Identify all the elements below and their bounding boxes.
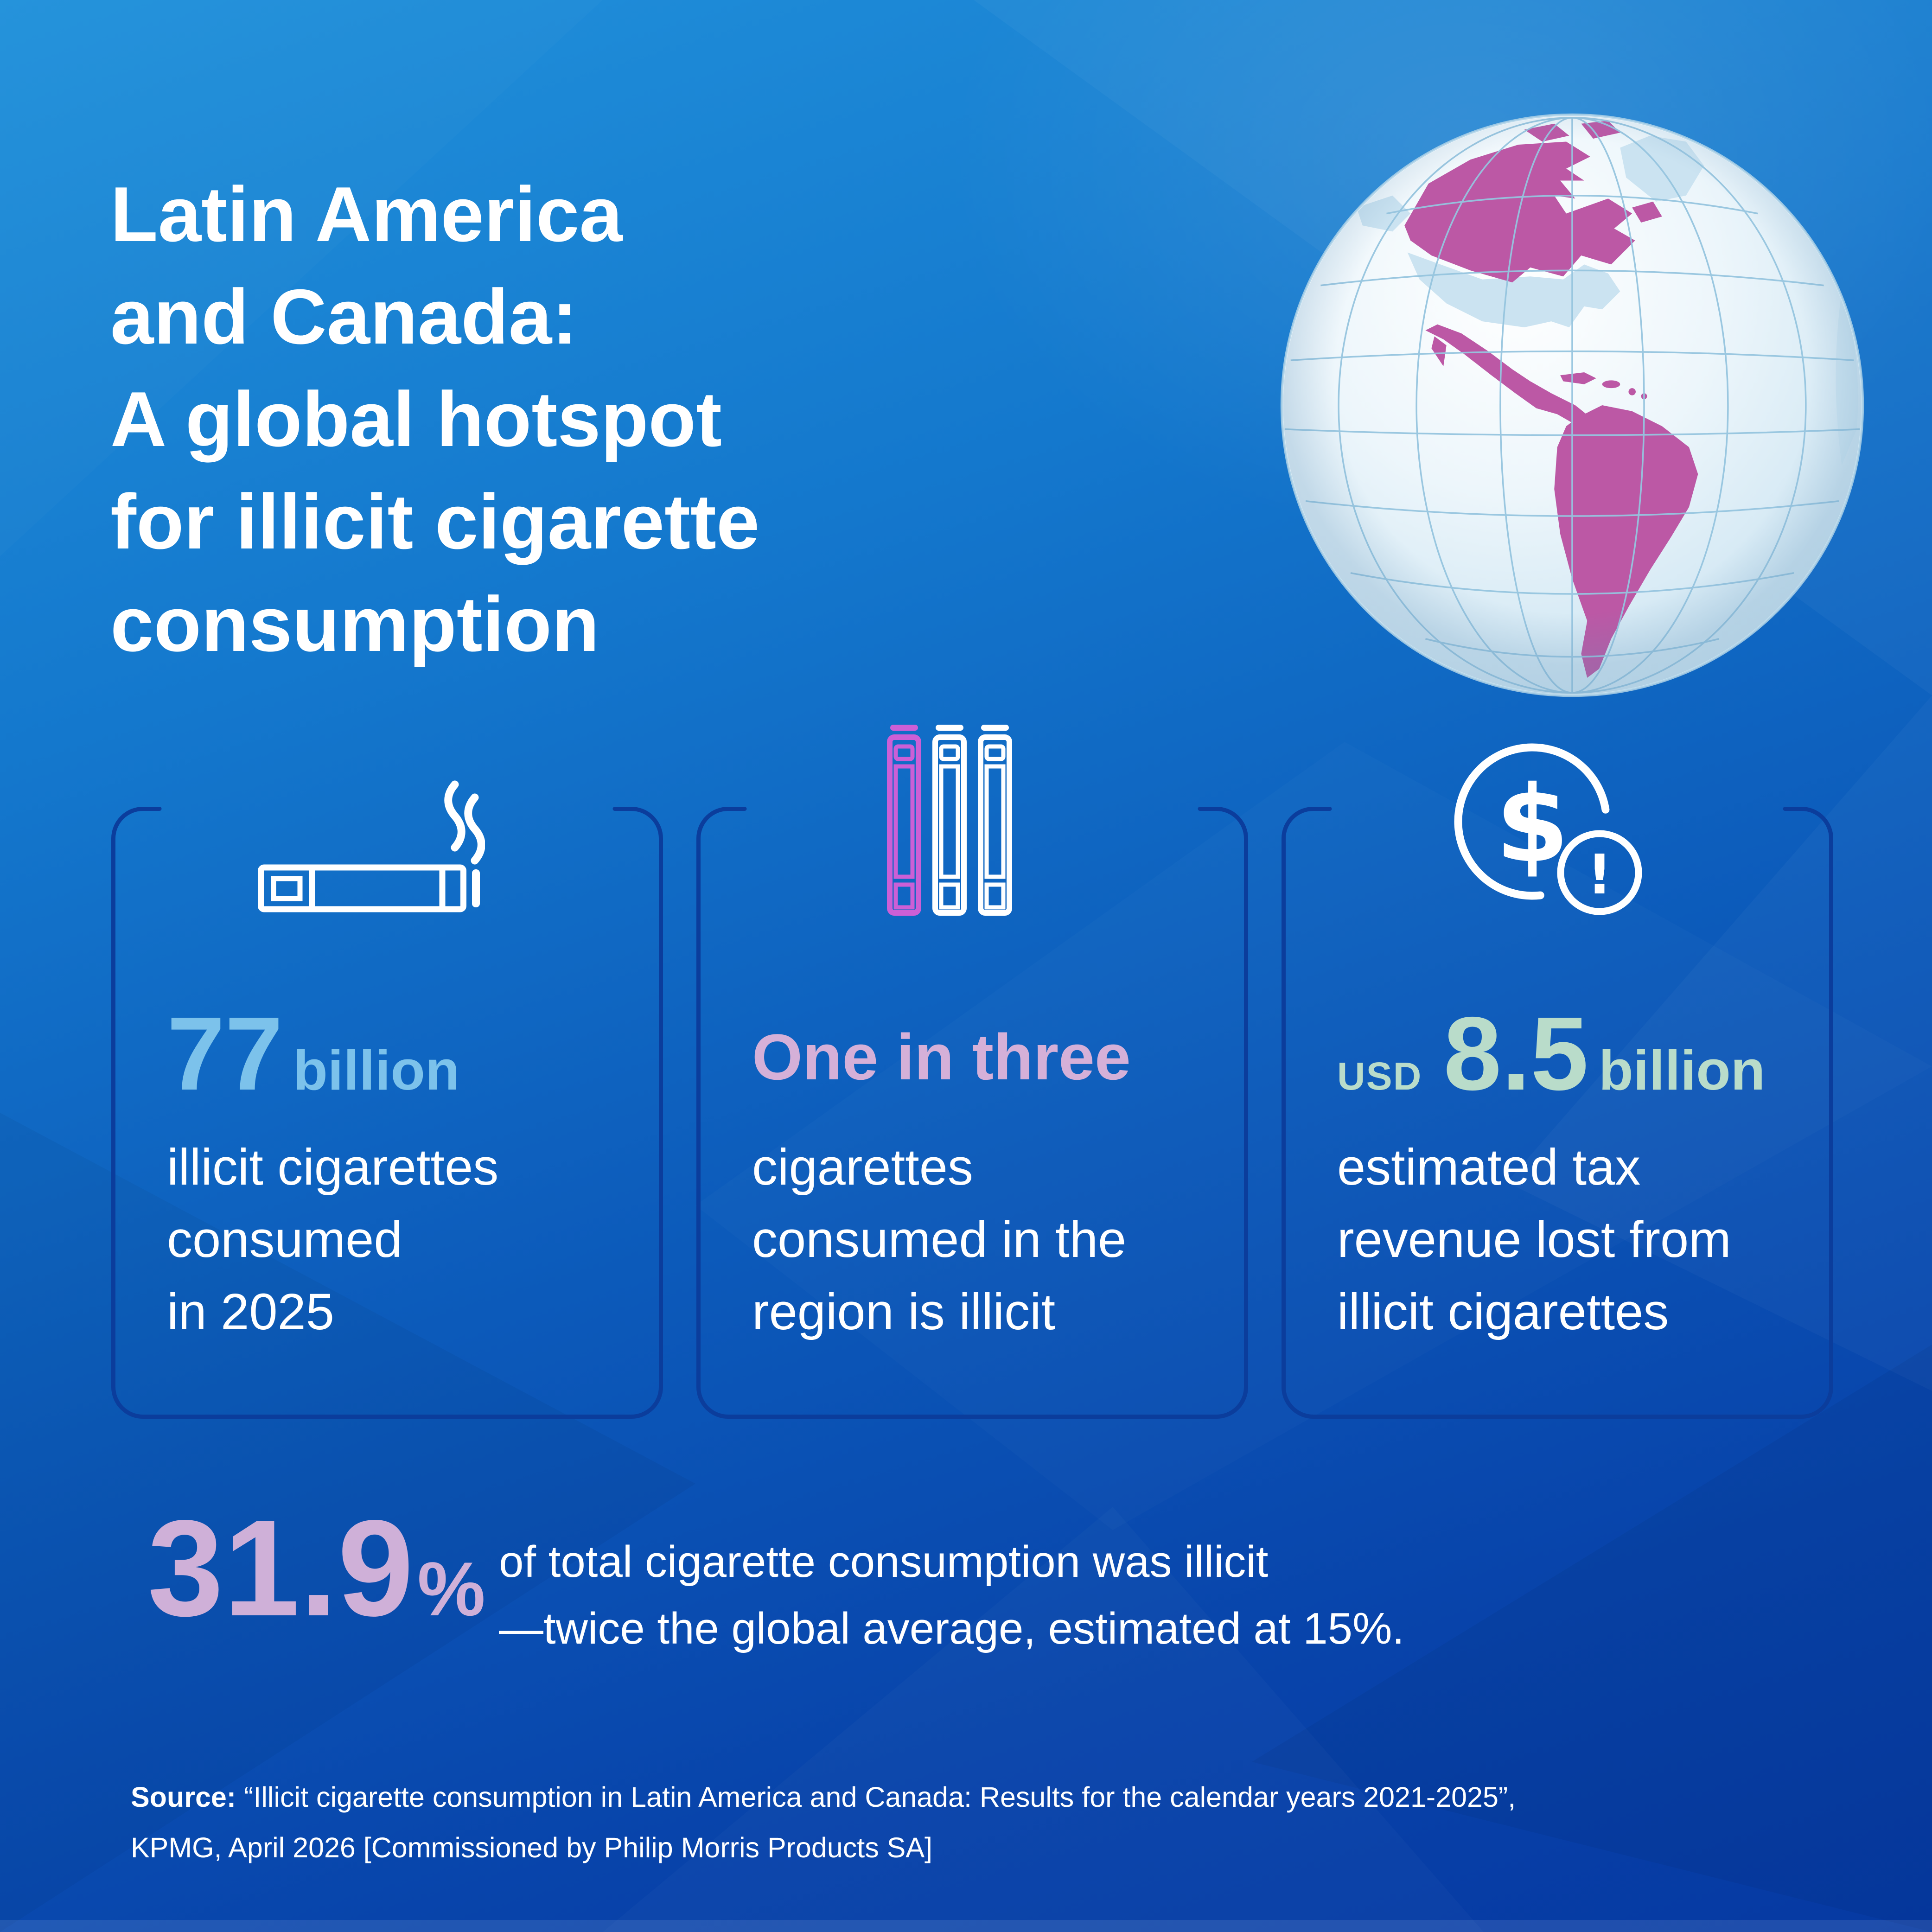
globe-limb (1280, 113, 1864, 697)
card-border (696, 807, 1248, 1419)
dollar-alert-icon: $ ! (1446, 742, 1645, 918)
dollar-circle (1454, 743, 1611, 900)
stat-value: 77 (167, 995, 283, 1112)
cigarette-body (258, 864, 466, 912)
bottom-strip (0, 1920, 1932, 1932)
stat-unit: billion (293, 1039, 460, 1102)
page-title: Latin America and Canada: A global hotsp… (110, 171, 760, 668)
stat-card-tax-loss: $ ! USD 8.5 billion estimated tax revenu… (1282, 743, 1833, 1419)
americas-globe-illustration (1273, 106, 1872, 705)
pack-lid (981, 725, 1009, 731)
pack-highlighted (887, 734, 921, 916)
source-label: Source: (131, 1781, 236, 1813)
card-border (1282, 807, 1833, 1419)
stat-headline: One in three (752, 1025, 1131, 1090)
stat-currency: USD (1337, 1054, 1422, 1098)
alert-circle (1557, 830, 1642, 915)
percent-sign: % (417, 1546, 485, 1632)
stat-description: illicit cigarettes consumed in 2025 (167, 1139, 499, 1341)
cigarette-packs-icon (887, 725, 1012, 916)
cigarette-tip (472, 869, 480, 907)
smoke-squiggle (444, 780, 465, 852)
stat-card-illicit-volume: 77 billion illicit cigarettes consumed i… (111, 780, 663, 1419)
dollar-sign: $ (1496, 763, 1569, 886)
stat-card-one-in-three: One in three cigarettes consumed in the … (696, 725, 1248, 1419)
smoke-squiggle (464, 793, 485, 865)
highlight-text: of total cigarette consumption was illic… (499, 1537, 1405, 1653)
stat-description: cigarettes consumed in the region is ill… (752, 1139, 1127, 1341)
stat-description: estimated tax revenue lost from illicit … (1337, 1139, 1731, 1341)
source-text: “Illicit cigarette consumption in Latin … (131, 1781, 1516, 1863)
pack-lid (936, 725, 963, 731)
stat-unit: billion (1599, 1039, 1766, 1102)
card-border (111, 807, 663, 1419)
pack-lid (890, 725, 918, 731)
stat-headline: USD 8.5 billion (1337, 1001, 1765, 1106)
americas-globe (1280, 113, 1864, 697)
stat-value: One in three (752, 1020, 1131, 1093)
exclamation-mark: ! (1587, 842, 1612, 906)
highlight-percentage: 31.9 % (147, 1500, 485, 1637)
pack-white (932, 734, 1012, 916)
stat-value: 8.5 (1443, 995, 1589, 1112)
source-line: Source: “Illicit cigarette consumption i… (131, 1772, 1823, 1873)
highlight-value: 31.9 (147, 1492, 414, 1645)
stat-headline: 77 billion (167, 1001, 459, 1106)
cigarette-icon (258, 777, 485, 912)
